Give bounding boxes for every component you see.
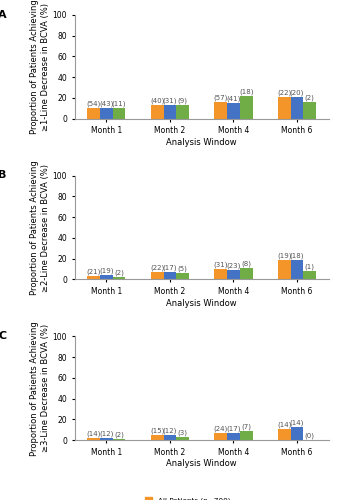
Text: (57): (57)	[214, 94, 228, 101]
Bar	[240, 96, 253, 118]
Bar	[87, 438, 100, 440]
Text: (12): (12)	[163, 428, 177, 434]
Bar	[303, 102, 316, 118]
Bar	[214, 269, 227, 280]
Bar	[278, 428, 291, 440]
Text: (40): (40)	[150, 98, 164, 104]
Bar	[227, 432, 240, 440]
Text: (2): (2)	[305, 94, 315, 101]
Text: (31): (31)	[214, 262, 228, 268]
Text: (31): (31)	[163, 98, 177, 104]
Text: B: B	[0, 170, 7, 180]
Text: (1): (1)	[305, 264, 315, 270]
Bar	[100, 275, 113, 280]
Text: A: A	[0, 10, 7, 20]
Text: (3): (3)	[178, 430, 187, 436]
Text: (18): (18)	[290, 252, 304, 259]
Bar	[151, 105, 164, 118]
Bar	[227, 270, 240, 280]
Text: (19): (19)	[277, 252, 292, 259]
Text: (24): (24)	[214, 426, 228, 432]
Bar	[291, 260, 303, 280]
Bar	[214, 102, 227, 118]
Text: (41): (41)	[226, 96, 241, 102]
Y-axis label: Proportion of Patients Achieving
≥1-Line Decrease in BCVA (%): Proportion of Patients Achieving ≥1-Line…	[30, 0, 49, 134]
Text: (22): (22)	[277, 90, 292, 96]
Text: C: C	[0, 331, 6, 341]
Text: (54): (54)	[86, 101, 101, 107]
Bar	[176, 437, 189, 440]
Bar	[176, 273, 189, 280]
Text: (20): (20)	[290, 90, 304, 96]
Text: (0): (0)	[305, 432, 315, 439]
Bar	[163, 435, 176, 440]
Bar	[278, 260, 291, 280]
Text: (14): (14)	[277, 422, 292, 428]
Bar	[151, 435, 164, 440]
Text: (17): (17)	[226, 426, 241, 432]
Bar	[214, 432, 227, 440]
Bar	[303, 271, 316, 280]
Text: (7): (7)	[241, 424, 251, 430]
X-axis label: Analysis Window: Analysis Window	[166, 298, 237, 308]
Text: (9): (9)	[178, 98, 187, 104]
Bar	[113, 439, 125, 440]
Bar	[163, 272, 176, 280]
Text: (22): (22)	[150, 264, 164, 271]
Text: (14): (14)	[290, 419, 304, 426]
Text: (2): (2)	[114, 270, 124, 276]
Bar	[100, 108, 113, 118]
Bar	[87, 276, 100, 280]
Bar	[227, 103, 240, 118]
Bar	[278, 97, 291, 118]
Legend: All Patients (n=700), Patients with BRVO (n=554), Patients with CRVO (n=146): All Patients (n=700), Patients with BRVO…	[142, 494, 262, 500]
Text: (43): (43)	[99, 101, 114, 107]
Bar	[240, 268, 253, 280]
Text: (15): (15)	[150, 428, 164, 434]
Bar	[87, 108, 100, 118]
Text: (19): (19)	[99, 268, 114, 274]
Y-axis label: Proportion of Patients Achieving
≥2-Line Decrease in BCVA (%): Proportion of Patients Achieving ≥2-Line…	[30, 160, 49, 295]
Text: (11): (11)	[112, 101, 126, 107]
Y-axis label: Proportion of Patients Achieving
≥3-Line Decrease in BCVA (%): Proportion of Patients Achieving ≥3-Line…	[30, 321, 49, 456]
Text: (5): (5)	[178, 266, 187, 272]
Text: (2): (2)	[114, 432, 124, 438]
Bar	[291, 426, 303, 440]
Text: (17): (17)	[163, 264, 177, 271]
Text: (8): (8)	[241, 260, 251, 267]
Bar	[100, 438, 113, 440]
Bar	[291, 97, 303, 118]
Bar	[113, 108, 125, 118]
Bar	[163, 105, 176, 118]
Text: (23): (23)	[226, 262, 241, 269]
Bar	[151, 272, 164, 280]
Text: (18): (18)	[239, 88, 254, 95]
Bar	[240, 430, 253, 440]
Text: (21): (21)	[86, 269, 101, 276]
X-axis label: Analysis Window: Analysis Window	[166, 460, 237, 468]
Bar	[113, 278, 125, 280]
Bar	[176, 105, 189, 118]
Text: (14): (14)	[86, 430, 101, 437]
Text: (12): (12)	[99, 430, 114, 437]
X-axis label: Analysis Window: Analysis Window	[166, 138, 237, 147]
